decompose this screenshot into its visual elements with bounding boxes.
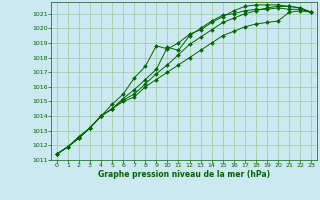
- X-axis label: Graphe pression niveau de la mer (hPa): Graphe pression niveau de la mer (hPa): [98, 170, 270, 179]
